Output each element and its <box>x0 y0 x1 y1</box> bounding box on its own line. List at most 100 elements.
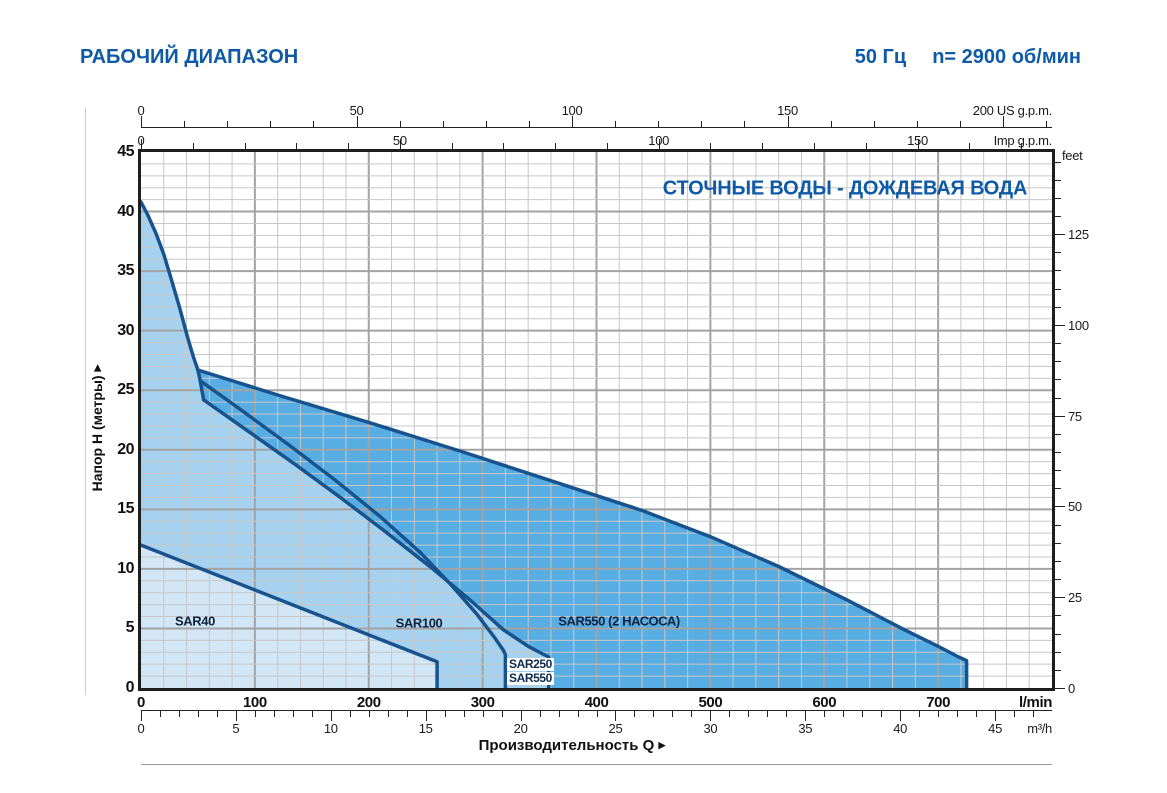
axis-tick <box>916 121 918 127</box>
lmin-tick-label: 400 <box>584 694 609 711</box>
m3h-ruler <box>141 710 1052 711</box>
axis-tick <box>425 711 427 721</box>
axis-tick <box>1055 197 1061 199</box>
head-m-tick-label: 5 <box>125 619 135 637</box>
axis-tick <box>572 116 574 127</box>
axis-tick <box>463 711 465 717</box>
axis-tick <box>744 121 746 127</box>
axis-tick <box>729 711 731 717</box>
axis-tick <box>399 139 401 149</box>
region-label-sar100: SAR100 <box>395 615 443 631</box>
up-arrow-icon: ▶ <box>92 364 102 372</box>
axis-tick <box>762 143 764 149</box>
axis-tick <box>1033 711 1035 717</box>
axis-tick <box>577 711 579 717</box>
axis-tick <box>1055 651 1061 653</box>
axis-tick <box>596 711 598 717</box>
axis-tick <box>227 121 229 127</box>
axis-tick <box>1055 252 1061 254</box>
axis-tick <box>348 143 350 149</box>
axis-tick <box>442 121 444 127</box>
axis-tick <box>558 711 560 717</box>
axis-tick <box>216 711 218 717</box>
m3h-tick-label: 0 <box>137 721 145 736</box>
axis-tick <box>787 116 789 127</box>
axis-tick <box>528 121 530 127</box>
x-axis-title: Производительность Q ▶ <box>478 737 666 754</box>
feet-unit-label: feet <box>1062 148 1083 163</box>
axis-tick <box>178 711 180 717</box>
axis-tick <box>748 711 750 717</box>
axis-tick <box>270 121 272 127</box>
axis-tick <box>539 711 541 717</box>
m3h-tick-label: 5 <box>232 721 240 736</box>
axis-tick <box>653 711 655 717</box>
axis-tick <box>606 143 608 149</box>
axis-tick <box>1055 361 1061 363</box>
axis-tick <box>1055 397 1061 399</box>
head-m-tick-label: 30 <box>117 321 134 339</box>
axis-tick <box>1055 270 1061 272</box>
axis-tick <box>503 143 505 149</box>
axis-tick <box>1014 711 1016 717</box>
head-m-tick-label: 40 <box>117 202 134 220</box>
axis-tick <box>192 143 194 149</box>
axis-tick <box>1055 324 1065 326</box>
axis-tick <box>805 711 807 721</box>
m3h-tick-label: 45 <box>988 721 1003 736</box>
axis-tick <box>292 711 294 717</box>
axis-tick <box>873 121 875 127</box>
axis-tick <box>843 711 845 717</box>
lmin-tick-label: 0 <box>137 694 145 711</box>
axis-tick <box>767 711 769 717</box>
chart-subtitle: СТОЧНЫЕ ВОДЫ - ДОЖДЕВАЯ ВОДА <box>662 177 1028 200</box>
axis-tick <box>919 711 921 717</box>
axis-tick <box>520 711 522 721</box>
left-border-rule <box>85 108 86 695</box>
head-m-tick-label: 35 <box>117 262 134 280</box>
head-m-tick-label: 10 <box>117 559 134 577</box>
axis-tick <box>1055 506 1065 508</box>
axis-tick <box>976 711 978 717</box>
axis-tick <box>1055 379 1061 381</box>
feet-tick-label: 100 <box>1068 317 1089 333</box>
imp-gpm-tick-label: 50 <box>392 133 407 148</box>
axis-tick <box>1055 288 1061 290</box>
axis-tick <box>1055 688 1065 689</box>
feet-tick-label: 125 <box>1068 227 1089 243</box>
axis-tick <box>235 711 237 721</box>
us-gpm-unit-label: 200 US g.p.m. <box>972 103 1053 118</box>
axis-tick <box>1055 452 1061 454</box>
axis-tick <box>672 711 674 717</box>
head-m-tick-label: 15 <box>117 500 134 518</box>
m3h-tick-label: 30 <box>703 721 718 736</box>
axis-tick <box>959 121 961 127</box>
frequency-label: 50 Гц <box>854 46 907 68</box>
lmin-tick-label: 300 <box>470 694 495 711</box>
imp-gpm-unit-label: Imp g.p.m. <box>993 133 1053 148</box>
axis-tick <box>900 711 902 721</box>
lmin-tick-label: 100 <box>242 694 267 711</box>
axis-tick <box>1055 579 1061 581</box>
us-gpm-tick-label: 0 <box>137 103 145 118</box>
head-m-tick-label: 45 <box>117 143 134 160</box>
axis-tick <box>141 139 142 149</box>
axis-tick <box>1055 633 1061 635</box>
axis-tick <box>555 143 557 149</box>
head-m-tick-label: 20 <box>117 440 134 458</box>
header-specs: 50 Гц n= 2900 об/мин <box>855 46 1081 69</box>
axis-tick <box>296 143 298 149</box>
axis-tick <box>710 711 712 721</box>
axis-tick <box>313 121 315 127</box>
axis-tick <box>451 143 453 149</box>
m3h-tick-label: 15 <box>418 721 433 736</box>
axis-tick <box>368 711 370 717</box>
axis-tick <box>881 711 883 717</box>
axis-tick <box>406 711 408 717</box>
imp-gpm-tick-label: 150 <box>907 133 928 148</box>
axis-tick <box>501 711 503 717</box>
feet-tick-label: 50 <box>1068 499 1082 515</box>
axis-tick <box>356 116 358 127</box>
axis-tick <box>1055 470 1061 472</box>
page-title: РАБОЧИЙ ДИАПАЗОН <box>80 46 299 68</box>
